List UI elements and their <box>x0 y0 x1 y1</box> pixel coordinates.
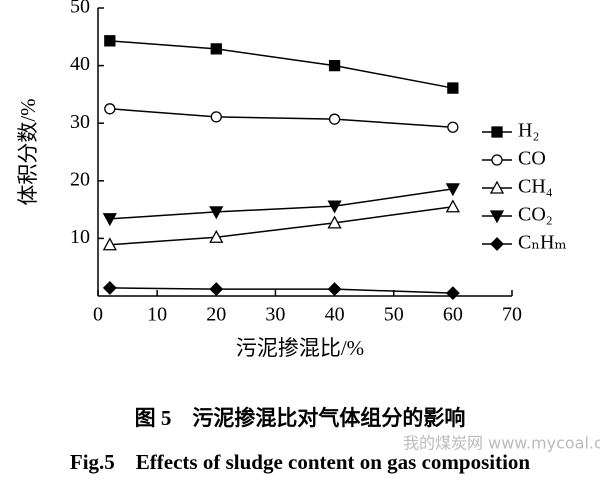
x-tick-label: 10 <box>147 304 167 326</box>
data-point <box>102 237 117 251</box>
data-point <box>327 215 342 229</box>
x-tick-label: 40 <box>325 304 345 326</box>
data-point <box>328 113 341 125</box>
data-point <box>102 213 117 227</box>
data-point <box>445 183 460 197</box>
legend-label: CO <box>518 148 546 170</box>
x-tick-label: 60 <box>443 304 463 326</box>
x-tick-label: 30 <box>265 304 285 326</box>
data-point <box>328 59 341 72</box>
x-tick-label: 0 <box>93 304 103 326</box>
x-axis-title: 污泥掺混比/% <box>236 336 364 360</box>
x-tick-label: 50 <box>384 304 404 326</box>
caption-cn: 图 5 污泥掺混比对气体组分的影响 <box>135 406 466 430</box>
y-tick-label: 30 <box>70 111 90 133</box>
data-point <box>102 281 117 295</box>
legend-marker <box>489 180 505 194</box>
data-point <box>209 282 224 297</box>
data-point <box>104 103 116 115</box>
data-point <box>447 82 459 94</box>
series-line <box>109 108 453 128</box>
series-line <box>109 205 453 246</box>
legend-marker <box>491 126 503 138</box>
data-point <box>445 199 460 213</box>
data-point <box>209 229 224 243</box>
y-axis-title: 体积分数/% <box>16 98 40 205</box>
y-tick-label: 10 <box>70 226 90 248</box>
series-line <box>109 40 453 89</box>
legend-marker <box>490 237 504 251</box>
y-tick-label: 20 <box>70 168 90 190</box>
data-point <box>327 282 342 297</box>
data-point <box>210 111 222 123</box>
y-tick-label: 50 <box>70 0 90 18</box>
series-line <box>109 287 453 294</box>
y-tick-label: 40 <box>70 53 90 75</box>
data-point <box>327 200 342 214</box>
data-point <box>447 121 459 133</box>
data-point <box>104 35 116 47</box>
legend-label: H₂ <box>518 120 539 142</box>
legend-marker <box>489 210 505 224</box>
legend-label: CₙHₘ <box>518 232 567 254</box>
caption-en: Fig.5 Effects of sludge content on gas c… <box>70 450 531 474</box>
data-point <box>209 206 224 220</box>
data-point <box>445 286 460 301</box>
data-point <box>210 43 222 55</box>
x-tick-label: 20 <box>206 304 226 326</box>
x-tick-label: 70 <box>502 304 522 326</box>
legend-label: CO₂ <box>518 204 553 226</box>
watermark: 我的煤炭网 www.mycoal.cn <box>403 434 600 453</box>
series-line <box>109 188 453 220</box>
legend-marker <box>491 154 503 166</box>
legend-label: CH₄ <box>518 176 553 198</box>
